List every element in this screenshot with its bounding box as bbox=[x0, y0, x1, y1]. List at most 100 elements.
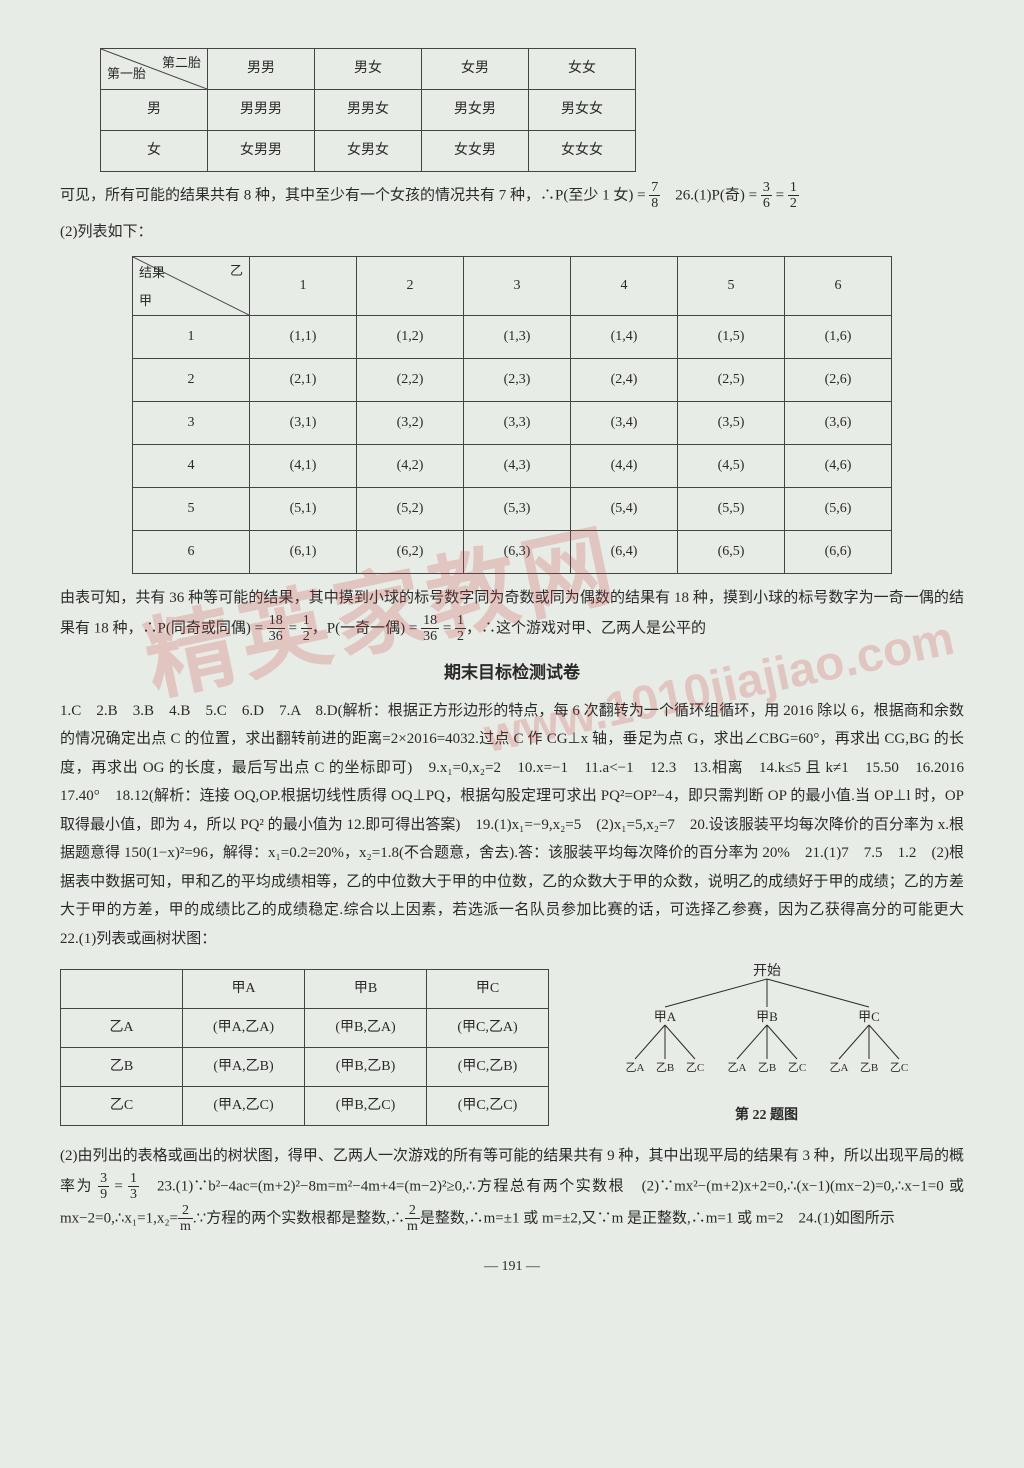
table2-cell: (6,2) bbox=[357, 531, 464, 574]
table2-cell: (6,5) bbox=[678, 531, 785, 574]
table2-cell: (3,6) bbox=[785, 402, 892, 445]
svg-text:甲B: 甲B bbox=[756, 1009, 778, 1024]
svg-text:乙C: 乙C bbox=[889, 1061, 907, 1074]
table1-cell: 女女女 bbox=[529, 131, 636, 172]
table2-cell: (3,1) bbox=[250, 402, 357, 445]
table3-col bbox=[61, 970, 183, 1009]
table1-col: 女男 bbox=[422, 49, 529, 90]
table2-cell: (4,2) bbox=[357, 445, 464, 488]
table2-cell: (2,5) bbox=[678, 359, 785, 402]
svg-text:乙A: 乙A bbox=[625, 1061, 644, 1074]
table2-col: 6 bbox=[785, 257, 892, 316]
table2-cell: (5,2) bbox=[357, 488, 464, 531]
table2-cell: (1,6) bbox=[785, 316, 892, 359]
table1-col: 女女 bbox=[529, 49, 636, 90]
svg-text:乙C: 乙C bbox=[685, 1061, 703, 1074]
table1-cell: 女男男 bbox=[208, 131, 315, 172]
table1-cell: 男女女 bbox=[529, 90, 636, 131]
table2-cell: (1,5) bbox=[678, 316, 785, 359]
table1-cell: 男男男 bbox=[208, 90, 315, 131]
table2-cell: (1,4) bbox=[571, 316, 678, 359]
table2-diag-mid: 结果 bbox=[139, 261, 165, 286]
table2-cell: (6,1) bbox=[250, 531, 357, 574]
table2-col: 4 bbox=[571, 257, 678, 316]
table2-cell: (4,3) bbox=[464, 445, 571, 488]
paragraph-1: 可见，所有可能的结果共有 8 种，其中至少有一个女孩的情况共有 7 种，∴P(至… bbox=[60, 180, 964, 212]
table3-cell: (甲A,乙B) bbox=[183, 1048, 305, 1087]
table2-col: 1 bbox=[250, 257, 357, 316]
svg-text:甲C: 甲C bbox=[858, 1009, 880, 1024]
table3-rowlabel: 乙C bbox=[61, 1087, 183, 1126]
table2-rowlabel: 2 bbox=[133, 359, 250, 402]
section-title: 期末目标检测试卷 bbox=[60, 657, 964, 689]
table1-col: 男女 bbox=[315, 49, 422, 90]
table2-cell: (2,4) bbox=[571, 359, 678, 402]
svg-text:甲A: 甲A bbox=[653, 1009, 676, 1024]
table3-rowlabel: 乙A bbox=[61, 1009, 183, 1048]
tree-svg: 开始甲A 甲B 甲C 乙A 乙B 乙C 乙A 乙B 乙C 乙A 乙B 乙C bbox=[597, 961, 937, 1101]
svg-text:乙C: 乙C bbox=[787, 1061, 805, 1074]
svg-text:开始: 开始 bbox=[753, 963, 781, 979]
table2-rowlabel: 6 bbox=[133, 531, 250, 574]
svg-text:乙B: 乙B bbox=[655, 1061, 673, 1074]
table2-cell: (2,6) bbox=[785, 359, 892, 402]
table2-cell: (1,2) bbox=[357, 316, 464, 359]
table2-col: 5 bbox=[678, 257, 785, 316]
table2-cell: (6,6) bbox=[785, 531, 892, 574]
svg-text:乙A: 乙A bbox=[727, 1061, 746, 1074]
table2-cell: (3,3) bbox=[464, 402, 571, 445]
table3-cell: (甲C,乙A) bbox=[427, 1009, 549, 1048]
table2-diag-bot: 甲 bbox=[139, 289, 152, 314]
page-number: — 191 — bbox=[60, 1254, 964, 1281]
table1-cell: 女女男 bbox=[422, 131, 529, 172]
table2-cell: (5,6) bbox=[785, 488, 892, 531]
table2-cell: (5,1) bbox=[250, 488, 357, 531]
table3-col: 甲A bbox=[183, 970, 305, 1009]
table2-cell: (6,4) bbox=[571, 531, 678, 574]
table2-rowlabel: 5 bbox=[133, 488, 250, 531]
table3-cell: (甲C,乙B) bbox=[427, 1048, 549, 1087]
table1-diag-top: 第二胎 bbox=[162, 51, 201, 76]
table2-cell: (4,1) bbox=[250, 445, 357, 488]
table1-rowlabel: 男 bbox=[101, 90, 208, 131]
table2-rowlabel: 1 bbox=[133, 316, 250, 359]
svg-text:乙B: 乙B bbox=[859, 1061, 877, 1074]
table3-cell: (甲A,乙C) bbox=[183, 1087, 305, 1126]
table-game: 甲A 甲B 甲C 乙A(甲A,乙A)(甲B,乙A)(甲C,乙A) 乙B(甲A,乙… bbox=[60, 969, 549, 1126]
paragraph-3: 由表可知，共有 36 种等可能的结果，其中摸到小球的标号数字同为奇数或同为偶数的… bbox=[60, 584, 964, 644]
tree-caption: 第 22 题图 bbox=[569, 1103, 964, 1130]
table2-cell: (3,5) bbox=[678, 402, 785, 445]
table2-cell: (2,1) bbox=[250, 359, 357, 402]
table-dice: 乙 甲 结果 1 2 3 4 5 6 1(1,1)(1,2)(1,3)(1,4)… bbox=[132, 256, 892, 574]
table3-cell: (甲B,乙C) bbox=[305, 1087, 427, 1126]
tree-diagram: 开始甲A 甲B 甲C 乙A 乙B 乙C 乙A 乙B 乙C 乙A 乙B 乙C 第 22 题图 bbox=[569, 961, 964, 1130]
table1-cell: 女男女 bbox=[315, 131, 422, 172]
table2-cell: (5,5) bbox=[678, 488, 785, 531]
table2-rowlabel: 3 bbox=[133, 402, 250, 445]
table2-cell: (2,3) bbox=[464, 359, 571, 402]
svg-text:乙B: 乙B bbox=[757, 1061, 775, 1074]
table3-cell: (甲B,乙A) bbox=[305, 1009, 427, 1048]
table2-cell: (2,2) bbox=[357, 359, 464, 402]
table3-col: 甲C bbox=[427, 970, 549, 1009]
table2-diag-top: 乙 bbox=[230, 259, 243, 284]
table2-cell: (5,3) bbox=[464, 488, 571, 531]
table1-cell: 男男女 bbox=[315, 90, 422, 131]
table2-cell: (4,6) bbox=[785, 445, 892, 488]
table2-cell: (5,4) bbox=[571, 488, 678, 531]
table3-rowlabel: 乙B bbox=[61, 1048, 183, 1087]
table2-rowlabel: 4 bbox=[133, 445, 250, 488]
table3-col: 甲B bbox=[305, 970, 427, 1009]
paragraph-4: 1.C 2.B 3.B 4.B 5.C 6.D 7.A 8.D(解析：根据正方形… bbox=[60, 697, 964, 954]
table1-rowlabel: 女 bbox=[101, 131, 208, 172]
table2-cell: (3,4) bbox=[571, 402, 678, 445]
table2-cell: (4,4) bbox=[571, 445, 678, 488]
table-births: 第二胎 第一胎 男男 男女 女男 女女 男 男男男 男男女 男女男 男女女 女 … bbox=[100, 48, 636, 172]
table3-cell: (甲C,乙C) bbox=[427, 1087, 549, 1126]
table2-cell: (6,3) bbox=[464, 531, 571, 574]
table1-diag-bot: 第一胎 bbox=[107, 62, 146, 87]
table3-cell: (甲A,乙A) bbox=[183, 1009, 305, 1048]
table1-col: 男男 bbox=[208, 49, 315, 90]
table2-cell: (3,2) bbox=[357, 402, 464, 445]
svg-text:乙A: 乙A bbox=[829, 1061, 848, 1074]
